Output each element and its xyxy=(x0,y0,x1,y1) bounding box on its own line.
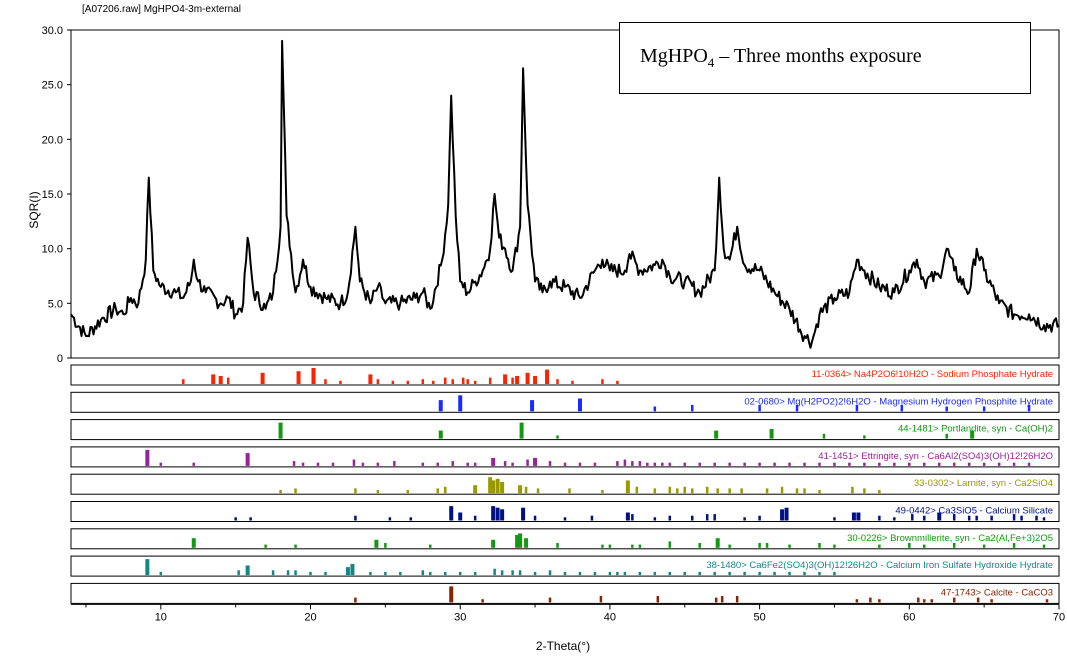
x-tick-label: 70 xyxy=(1053,611,1065,623)
inset-title-main: MgHPO xyxy=(640,45,708,67)
phase-label: 11-0364> Na4P2O6!10H2O - Sodium Phosphat… xyxy=(812,369,1053,380)
phase-strip: 02-0680> Mg(H2PO2)2!6H2O - Magnesium Hyd… xyxy=(70,391,1060,413)
phase-strip-frame xyxy=(70,582,1060,604)
phase-strip: 30-0226> Brownmillerite, syn - Ca2(Al,Fe… xyxy=(70,528,1060,550)
inset-title-subscript: 4 xyxy=(707,55,715,70)
phase-strip: 49-0442> Ca3SiO5 - Calcium Silicate xyxy=(70,501,1060,522)
phase-strip-frame xyxy=(70,528,1060,550)
y-tick-label: 0 xyxy=(57,353,63,365)
phase-strip: 47-1743> Calcite - CaCO3 xyxy=(70,582,1060,604)
phase-label: 49-0442> Ca3SiO5 - Calcium Silicate xyxy=(895,506,1053,517)
phase-label: 38-1480> Ca6Fe2(SO4)3(OH)12!26H2O - Calc… xyxy=(706,560,1053,571)
y-axis-label: SQR(I) xyxy=(27,191,41,228)
xrd-pattern-line xyxy=(70,39,1060,349)
x-tick-label: 20 xyxy=(304,611,316,623)
phase-strip-frame xyxy=(70,446,1060,468)
y-tick-label: 10.0 xyxy=(42,244,63,256)
phase-label: 41-1451> Ettringite, syn - Ca6Al2(SO4)3(… xyxy=(818,451,1053,462)
phase-strip: 44-1481> Portlandite, syn - Ca(OH)2 xyxy=(70,419,1060,441)
phase-strip: 11-0364> Na4P2O6!10H2O - Sodium Phosphat… xyxy=(70,364,1060,386)
x-tick-label: 50 xyxy=(753,611,765,623)
phase-label: 30-0226> Brownmillerite, syn - Ca2(Al,Fe… xyxy=(847,533,1053,544)
phase-strip: 41-1451> Ettringite, syn - Ca6Al2(SO4)3(… xyxy=(70,446,1060,468)
phase-strip-frame xyxy=(70,473,1060,495)
x-axis-label: 2-Theta(°) xyxy=(536,639,590,653)
x-tick-label: 30 xyxy=(454,611,466,623)
phase-strips: 11-0364> Na4P2O6!10H2O - Sodium Phosphat… xyxy=(70,364,1060,604)
inset-title-rest: – Three months exposure xyxy=(714,45,922,67)
phase-strip: 33-0302> Larnite, syn - Ca2SiO4 xyxy=(70,473,1060,495)
phase-strip-frame xyxy=(70,555,1060,577)
phase-strip-frame xyxy=(70,391,1060,413)
phase-label: 33-0302> Larnite, syn - Ca2SiO4 xyxy=(914,478,1053,489)
phase-strip: 38-1480> Ca6Fe2(SO4)3(OH)12!26H2O - Calc… xyxy=(70,555,1060,577)
file-label: [A07206.raw] MgHPO4-3m-external xyxy=(82,4,241,15)
phase-label: 47-1743> Calcite - CaCO3 xyxy=(941,587,1053,598)
main-plot: 0 5.0 10.0 15.0 20.0 25.0 30.0 xyxy=(42,25,1060,365)
y-tick-label: 5.0 xyxy=(48,298,63,310)
inset-title-box: MgHPO4 – Three months exposure xyxy=(619,22,1031,94)
y-tick-label: 20.0 xyxy=(42,134,63,146)
x-axis: 10 20 30 40 50 60 70 xyxy=(71,603,1065,623)
phase-strip-frame xyxy=(70,419,1060,441)
phase-strip-frame xyxy=(70,364,1060,386)
inset-title: MgHPO4 – Three months exposure xyxy=(640,45,922,71)
y-tick-label: 15.0 xyxy=(42,189,63,201)
y-tick-label: 30.0 xyxy=(42,25,63,37)
x-tick-label: 40 xyxy=(604,611,616,623)
phase-strip-frame xyxy=(70,501,1060,522)
phase-label: 44-1481> Portlandite, syn - Ca(OH)2 xyxy=(898,424,1053,435)
phase-label: 02-0680> Mg(H2PO2)2!6H2O - Magnesium Hyd… xyxy=(744,396,1053,407)
x-tick-label: 60 xyxy=(903,611,915,623)
x-tick-label: 10 xyxy=(155,611,167,623)
y-tick-label: 25.0 xyxy=(42,80,63,92)
